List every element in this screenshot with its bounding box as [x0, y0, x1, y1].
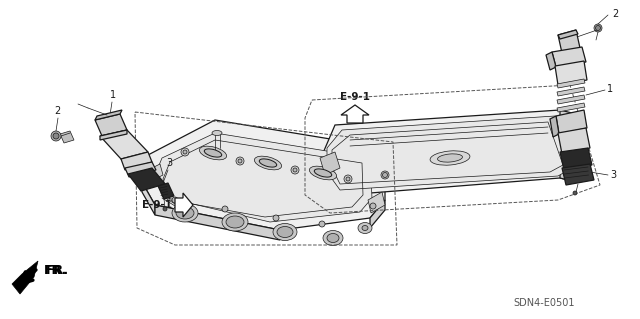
Polygon shape [562, 164, 594, 185]
Circle shape [51, 131, 61, 141]
Circle shape [291, 166, 299, 174]
Polygon shape [320, 110, 588, 195]
Polygon shape [560, 148, 592, 170]
Polygon shape [95, 110, 122, 120]
Polygon shape [555, 61, 587, 85]
Polygon shape [128, 168, 165, 191]
Circle shape [222, 206, 228, 212]
Ellipse shape [314, 169, 332, 177]
Polygon shape [557, 87, 585, 96]
Circle shape [183, 150, 187, 154]
Polygon shape [558, 30, 580, 53]
Text: 2: 2 [54, 106, 60, 116]
Circle shape [319, 221, 325, 227]
Ellipse shape [204, 149, 221, 157]
Circle shape [383, 173, 387, 177]
Polygon shape [175, 193, 193, 217]
Polygon shape [100, 130, 148, 159]
Circle shape [236, 157, 244, 165]
Polygon shape [546, 52, 556, 70]
Circle shape [573, 191, 577, 195]
Ellipse shape [358, 222, 372, 234]
Ellipse shape [362, 226, 368, 231]
Ellipse shape [277, 226, 293, 238]
Polygon shape [327, 116, 572, 190]
Polygon shape [560, 110, 588, 180]
Polygon shape [121, 152, 152, 170]
Text: 3: 3 [166, 158, 172, 168]
Circle shape [172, 197, 178, 203]
Ellipse shape [254, 156, 282, 170]
Polygon shape [158, 183, 174, 199]
Polygon shape [558, 30, 578, 39]
Polygon shape [60, 131, 74, 143]
Polygon shape [125, 162, 156, 177]
Polygon shape [557, 79, 585, 88]
Circle shape [370, 203, 376, 209]
Text: E-9-1: E-9-1 [340, 92, 370, 102]
Ellipse shape [176, 207, 194, 219]
Ellipse shape [309, 166, 337, 180]
Text: 1: 1 [110, 90, 116, 100]
Circle shape [273, 215, 279, 221]
Circle shape [238, 159, 242, 163]
Polygon shape [550, 116, 559, 137]
Circle shape [344, 175, 352, 183]
Polygon shape [315, 158, 345, 205]
Ellipse shape [259, 159, 276, 167]
Circle shape [293, 168, 297, 172]
Circle shape [346, 177, 350, 181]
Text: 3: 3 [610, 170, 616, 180]
Polygon shape [558, 128, 590, 154]
Circle shape [53, 133, 59, 139]
Circle shape [163, 207, 167, 211]
Text: SDN4-E0501: SDN4-E0501 [513, 298, 575, 308]
Ellipse shape [273, 224, 297, 241]
Circle shape [181, 148, 189, 156]
Polygon shape [100, 130, 127, 140]
Text: 1: 1 [607, 84, 613, 94]
Circle shape [381, 171, 389, 179]
Text: FR.: FR. [46, 264, 69, 278]
Polygon shape [148, 164, 163, 181]
Polygon shape [370, 200, 385, 228]
Polygon shape [155, 133, 372, 222]
Text: 2: 2 [612, 9, 618, 19]
Ellipse shape [438, 154, 463, 162]
Ellipse shape [323, 231, 343, 246]
Ellipse shape [430, 151, 470, 165]
Text: E-9-1: E-9-1 [142, 200, 172, 210]
Ellipse shape [200, 146, 227, 160]
Text: FR.: FR. [44, 263, 67, 277]
Polygon shape [368, 192, 385, 213]
Polygon shape [341, 105, 369, 123]
Circle shape [594, 24, 602, 32]
Ellipse shape [212, 130, 222, 136]
Polygon shape [142, 182, 155, 215]
Polygon shape [557, 95, 585, 104]
Circle shape [595, 26, 600, 31]
Ellipse shape [327, 234, 339, 242]
Polygon shape [155, 205, 280, 240]
Polygon shape [552, 47, 586, 67]
Polygon shape [142, 120, 385, 230]
Polygon shape [12, 261, 38, 294]
Ellipse shape [222, 213, 248, 231]
Ellipse shape [172, 204, 198, 222]
Polygon shape [557, 103, 585, 112]
Polygon shape [320, 152, 340, 175]
Polygon shape [556, 110, 587, 134]
Polygon shape [95, 114, 127, 136]
Ellipse shape [226, 216, 244, 228]
